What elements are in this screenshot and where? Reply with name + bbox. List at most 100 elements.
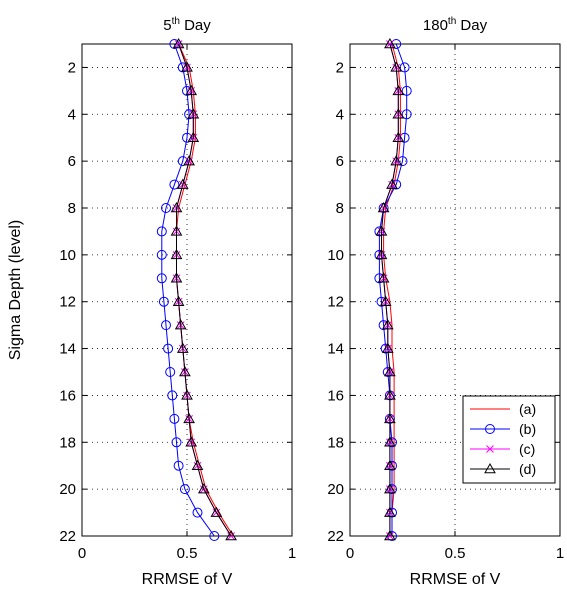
data-point (169, 179, 180, 190)
x-tick-label: 0.5 (177, 545, 198, 562)
x-tick-label: 1 (288, 545, 296, 562)
panel-title-sup: th (448, 16, 456, 27)
series-a (383, 43, 401, 536)
series-d (170, 37, 237, 541)
y-tick-label: 8 (68, 200, 76, 217)
data-point (384, 365, 396, 377)
y-tick-label: 2 (336, 59, 344, 76)
series-line (161, 43, 215, 537)
data-point (179, 484, 190, 495)
series-line (381, 43, 399, 536)
data-point (391, 39, 402, 49)
y-tick-label: 6 (336, 153, 344, 170)
panel-1: 2 4 6 8 10 12 14 16 18 20 220 0.5 1 5th Day RRMSE of V (59, 16, 296, 588)
data-point (156, 226, 167, 237)
y-axis-label: Sigma Depth (level) (7, 220, 24, 361)
data-point (170, 201, 183, 213)
data-point (197, 483, 210, 494)
data-point (210, 506, 223, 517)
legend-entry: (d) (470, 461, 536, 477)
y-tick-label: 16 (59, 387, 76, 404)
data-point (187, 108, 200, 119)
data-point (384, 529, 396, 541)
panel-title: 5th Day (163, 16, 211, 34)
y-tick-label: 8 (336, 200, 344, 217)
data-point (177, 156, 188, 167)
panel-title-rest: Day (180, 17, 211, 34)
y-tick-label: 18 (327, 434, 344, 451)
panel-2: 2 4 6 8 10 12 14 16 18 20 220 0.5 1 180th Day RRMSE of… (327, 16, 564, 588)
y-tick-label: 4 (336, 106, 344, 123)
data-point (379, 295, 392, 306)
data-point (176, 342, 189, 353)
data-point (384, 389, 396, 400)
legend-entry: (a) (470, 401, 536, 417)
data-point (225, 529, 237, 541)
panel-title: 180th Day (423, 16, 488, 34)
data-point (161, 203, 171, 213)
data-point (158, 296, 169, 307)
y-tick-label: 14 (327, 341, 344, 358)
y-tick-label: 22 (59, 528, 76, 545)
data-point (384, 37, 396, 49)
y-tick-label: 20 (327, 481, 344, 498)
x-axis-label: RRMSE of V (410, 571, 501, 588)
legend-label: (d) (519, 461, 536, 477)
data-point (181, 389, 193, 400)
panel-title-number: 5 (163, 17, 171, 34)
data-point (399, 132, 410, 143)
data-point (192, 507, 203, 518)
series-line (176, 43, 232, 537)
y-tick-label: 12 (327, 294, 344, 311)
data-point (375, 225, 388, 236)
legend-marker (484, 462, 496, 474)
data-point (183, 155, 195, 166)
data-point (390, 61, 403, 72)
data-point (381, 319, 394, 330)
data-point (384, 436, 396, 447)
data-point (170, 248, 183, 260)
data-point (167, 390, 178, 401)
data-point (375, 248, 388, 260)
panel-title-number: 180 (423, 17, 448, 34)
legend-label: (a) (519, 401, 536, 417)
data-point (384, 483, 396, 494)
data-point (390, 155, 403, 166)
y-tick-label: 10 (59, 247, 76, 264)
x-tick-label: 1 (556, 545, 564, 562)
x-tick-label: 0 (78, 545, 86, 562)
data-point (399, 62, 410, 73)
data-point (170, 225, 183, 236)
data-point (165, 367, 176, 377)
series-a (176, 43, 234, 537)
legend-marker (486, 445, 494, 453)
y-tick-label: 4 (68, 106, 76, 123)
data-point (397, 156, 408, 167)
x-tick-label: 0.5 (445, 545, 466, 562)
data-point (392, 84, 405, 96)
data-point (209, 531, 220, 541)
data-point (172, 295, 185, 306)
data-point (384, 412, 396, 424)
data-point (163, 343, 174, 354)
legend-label: (b) (519, 421, 536, 437)
data-point (386, 178, 398, 189)
series-d (375, 37, 405, 541)
y-tick-label: 14 (59, 341, 76, 358)
y-tick-label: 6 (68, 153, 76, 170)
series-line (176, 43, 234, 537)
data-point (161, 320, 171, 331)
legend-marker (485, 424, 495, 434)
panel-title-rest: Day (456, 17, 487, 34)
data-point (377, 272, 390, 283)
data-point (384, 459, 396, 470)
data-point (187, 131, 200, 142)
data-point (384, 506, 396, 517)
series-line (383, 43, 401, 536)
y-tick-label: 20 (59, 481, 76, 498)
data-point (170, 272, 183, 283)
data-point (173, 460, 184, 471)
legend: (a) (b) (c) (d) (462, 395, 556, 484)
